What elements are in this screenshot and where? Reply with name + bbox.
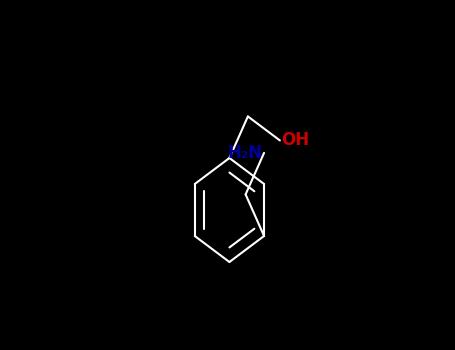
Text: OH: OH [282, 132, 310, 149]
Text: H₂N: H₂N [228, 144, 263, 162]
